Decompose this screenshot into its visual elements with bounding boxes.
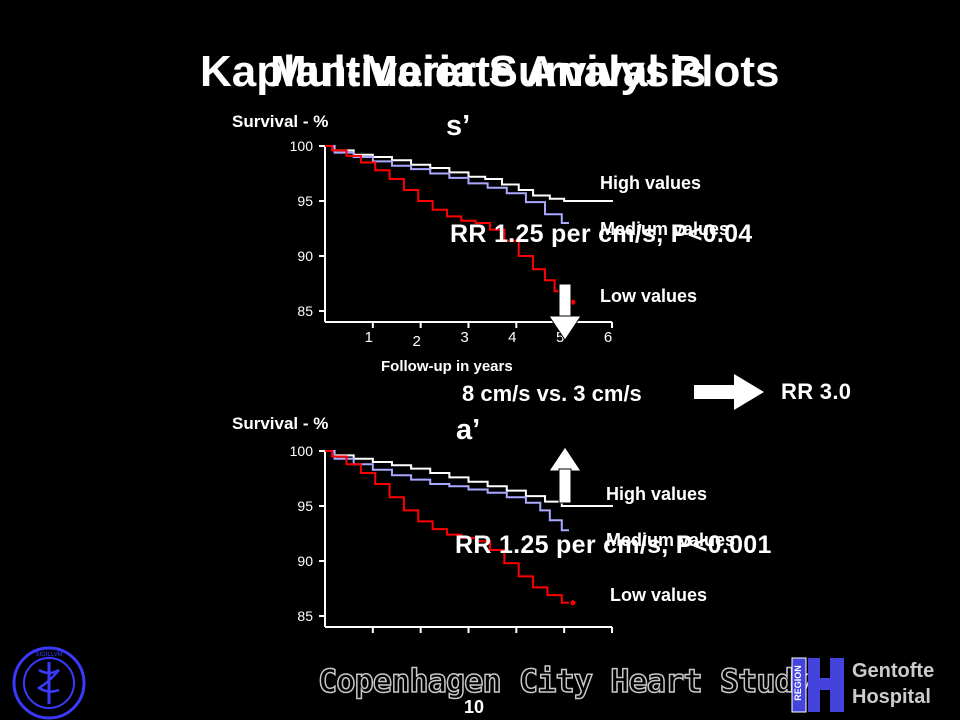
top-label-low: Low values xyxy=(600,286,698,306)
bottom-series-medium xyxy=(325,450,569,532)
page-number: 10 xyxy=(464,697,485,717)
top-xtick-label-2: 3 xyxy=(460,329,468,346)
bottom-rr-annotation: RR 1.25 per cm/s, P<0.001 xyxy=(455,531,772,559)
bottom-chart-ylabel: Survival - % xyxy=(232,414,329,433)
bottom-ytick-label-2: 90 xyxy=(297,553,313,569)
top-xtick-label-3: 4 xyxy=(508,329,516,346)
top-chart-ylabel: Survival - % xyxy=(232,112,329,131)
medical-seal-logo: SIGILLVM xyxy=(12,646,86,720)
slide-title-back: Kaplan-Meier Survival Plots xyxy=(200,47,780,96)
bottom-series-low xyxy=(325,450,569,604)
top-ytick-label-2: 90 xyxy=(297,248,313,264)
top-ytick-label-0: 100 xyxy=(290,138,314,154)
bottom-ytick-label-3: 85 xyxy=(297,608,313,624)
bottom-label-low: Low values xyxy=(610,585,708,605)
comparison-text: 8 cm/s vs. 3 cm/s xyxy=(462,381,642,406)
bottom-ytick-label-0: 100 xyxy=(290,443,314,459)
bottom-label-high: High values xyxy=(606,484,708,504)
svg-text:SIGILLVM: SIGILLVM xyxy=(35,652,62,658)
up-arrow-icon xyxy=(548,446,582,504)
bottom-chart-subtitle: a’ xyxy=(456,414,481,446)
region-label: REGION xyxy=(793,665,803,701)
top-label-high: High values xyxy=(600,173,702,193)
slide-title-front: Multivariate Analysis xyxy=(270,47,707,96)
top-chart-subtitle: s’ xyxy=(446,110,471,142)
top-xtick-label-0: 1 xyxy=(365,329,373,346)
top-ytick-label-1: 95 xyxy=(297,193,313,209)
top-ytick-label-3: 85 xyxy=(297,303,313,319)
top-series-medium xyxy=(325,145,569,224)
bottom-ytick-label-1: 95 xyxy=(297,498,313,514)
down-arrow-icon xyxy=(548,284,582,341)
footer-study-name: Copenhagen City Heart Study xyxy=(317,661,813,701)
top-xtick-label-1: 2 xyxy=(412,333,420,350)
top-xtick-label-5: 6 xyxy=(604,329,612,346)
top-series-high xyxy=(325,145,569,202)
top-label-medium: Medium values xyxy=(600,219,730,239)
top-rr-annotation: RR 1.25 per cm/s, P<0.04 xyxy=(450,220,753,248)
top-chart-xlabel: Follow-up in years xyxy=(381,358,513,375)
hospital-name-line2: Hospital xyxy=(852,686,931,708)
bottom-series-high xyxy=(325,450,569,507)
right-arrow-icon xyxy=(694,374,764,410)
comparison-result: RR 3.0 xyxy=(781,379,852,404)
region-h-logo: REGION xyxy=(790,656,848,714)
hospital-logo: REGION Gentofte Hospital xyxy=(790,656,950,716)
hospital-name-line1: Gentofte xyxy=(852,660,935,682)
bottom-series-low-end xyxy=(570,600,576,606)
bottom-label-medium: Medium values xyxy=(606,530,736,550)
